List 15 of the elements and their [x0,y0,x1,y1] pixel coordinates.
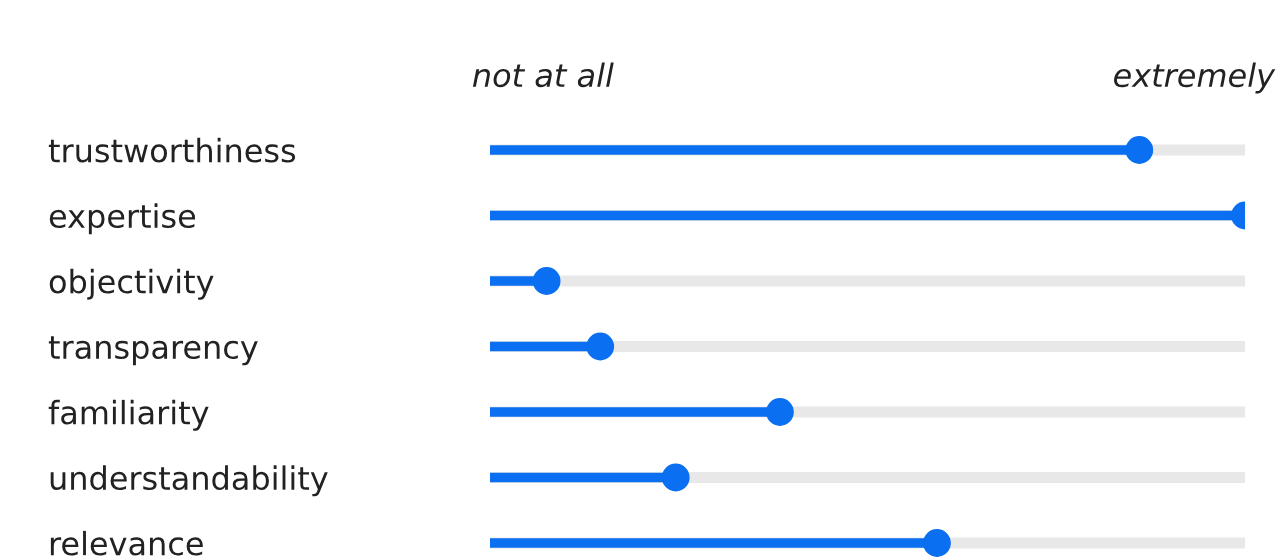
point [766,398,794,426]
y-tick-label: objectivity [49,268,214,300]
y-tick-label: relevance [50,530,203,556]
point [923,529,951,557]
y-tick-label: understandability [50,465,328,497]
text: extremely [1114,62,1276,94]
point [532,267,561,295]
point [1125,136,1154,164]
y-tick-label: transparency [48,336,258,366]
text: not at all [472,62,614,88]
y-tick-label: expertise [49,203,196,235]
y-tick-label: familiarity [48,399,209,431]
point [586,332,615,361]
point [661,463,690,492]
y-tick-label: trustworthiness [48,137,296,163]
